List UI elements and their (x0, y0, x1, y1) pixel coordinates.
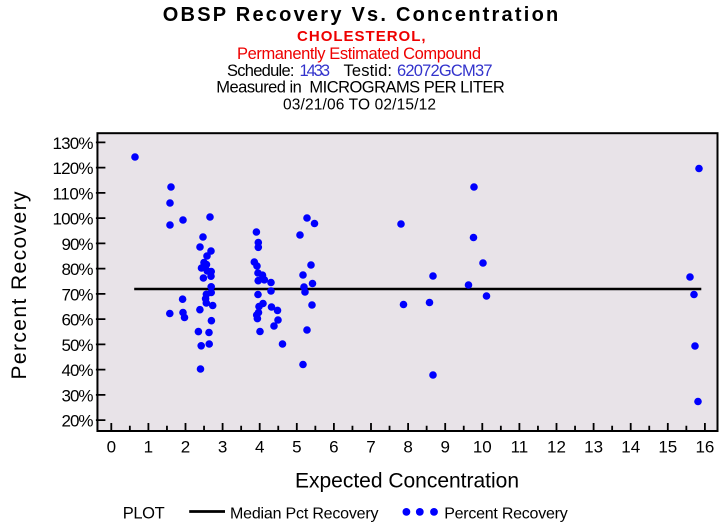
svg-text:3: 3 (218, 438, 227, 457)
svg-text:120%: 120% (53, 159, 94, 178)
svg-text:7: 7 (366, 438, 375, 457)
svg-text:8: 8 (403, 438, 412, 457)
svg-text:PLOT: PLOT (123, 505, 165, 523)
svg-text:13: 13 (584, 438, 603, 457)
svg-text:30%: 30% (62, 386, 94, 405)
svg-text:Percent Recovery: Percent Recovery (8, 191, 31, 380)
svg-text:110%: 110% (53, 184, 94, 203)
svg-text:16: 16 (695, 438, 714, 457)
svg-text:5: 5 (292, 438, 301, 457)
svg-text:62072GCM37: 62072GCM37 (397, 62, 493, 80)
svg-text:100%: 100% (53, 210, 94, 229)
svg-text:0: 0 (107, 438, 116, 457)
svg-text:1: 1 (144, 438, 153, 457)
svg-text:9: 9 (440, 438, 449, 457)
svg-text:15: 15 (658, 438, 677, 457)
svg-text:Schedule:: Schedule: (227, 62, 295, 80)
svg-text:03/21/06 TO 02/15/12: 03/21/06 TO 02/15/12 (283, 96, 436, 113)
svg-text:11: 11 (511, 438, 529, 457)
svg-text:4: 4 (255, 438, 264, 457)
svg-text:1433: 1433 (300, 62, 331, 80)
svg-text:60%: 60% (62, 311, 94, 330)
svg-text:40%: 40% (62, 361, 94, 380)
svg-text:80%: 80% (62, 260, 94, 279)
svg-text:20%: 20% (62, 412, 94, 431)
svg-text:2: 2 (181, 438, 190, 457)
svg-text:Median Pct Recovery: Median Pct Recovery (230, 506, 379, 523)
svg-text:10: 10 (473, 438, 492, 457)
svg-text:90%: 90% (62, 235, 94, 254)
svg-text:Testid:: Testid: (344, 62, 393, 80)
svg-text:12: 12 (547, 438, 566, 457)
svg-text:Permanently Estimated Compound: Permanently Estimated Compound (237, 45, 481, 63)
svg-text:14: 14 (621, 438, 640, 457)
svg-text:130%: 130% (53, 134, 94, 153)
svg-text:70%: 70% (62, 285, 94, 304)
svg-text:6: 6 (329, 438, 338, 457)
svg-text:50%: 50% (62, 336, 94, 355)
svg-text:Percent Recovery: Percent Recovery (444, 506, 568, 523)
svg-text:Measured in MICROGRAMS PER LI: Measured in MICROGRAMS PER LITER (216, 79, 505, 97)
svg-text:Expected Concentration: Expected Concentration (295, 469, 519, 492)
svg-text:OBSP Recovery Vs. Concentratio: OBSP Recovery Vs. Concentration (163, 4, 559, 26)
svg-text:CHOLESTEROL,: CHOLESTEROL, (297, 28, 426, 45)
